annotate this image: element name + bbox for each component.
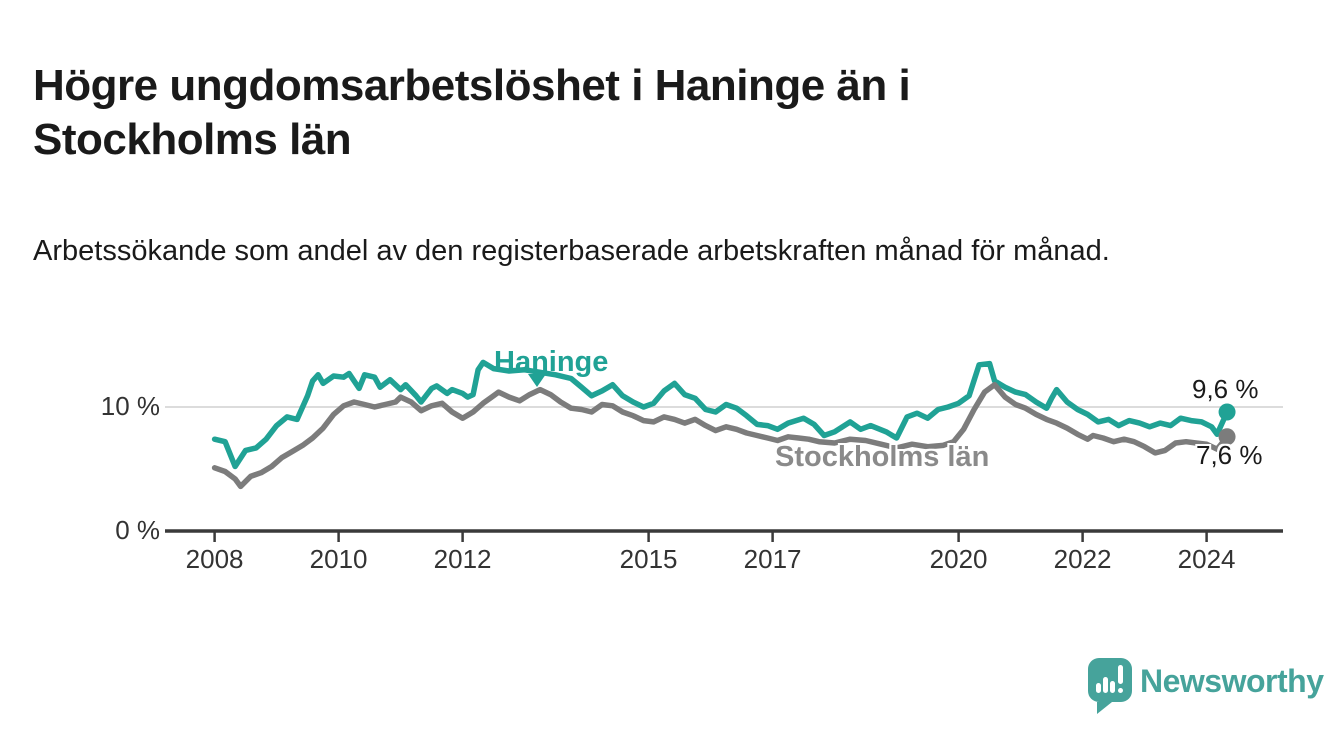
latest-value-haninge: 9,6 % (1192, 374, 1259, 404)
x-tick-label: 2017 (743, 544, 802, 574)
series-line-stockholm (211, 381, 1230, 490)
chart-subtitle: Arbetssökande som andel av den registerb… (33, 235, 1110, 267)
logo-bar-icon (1096, 683, 1101, 693)
x-tick-label: 2024 (1177, 544, 1236, 574)
series-line-haninge (211, 359, 1230, 470)
logo-exclamation-dot-icon (1118, 688, 1123, 693)
page-title: Högre ungdomsarbetslöshet i Haninge än i… (33, 61, 911, 165)
latest-point-stockholm (1218, 428, 1236, 446)
logo-bar-icon (1103, 677, 1108, 693)
haninge-pointer-arrow-icon (528, 374, 546, 387)
series-label-haninge: Haninge (494, 346, 609, 378)
newsworthy-bubble-icon (1088, 658, 1132, 702)
newsworthy-logo: Newsworthy (1088, 656, 1338, 716)
x-tick-label: 2015 (619, 544, 678, 574)
series-label-stockholm: Stockholms län (775, 441, 990, 473)
logo-exclamation-icon (1118, 665, 1123, 684)
latest-value-stockholm: 7,6 % (1196, 440, 1263, 470)
x-tick-label: 2008 (185, 544, 244, 574)
newsworthy-wordmark: Newsworthy (1140, 663, 1324, 699)
y-tick-label: 0 % (115, 515, 160, 545)
latest-point-haninge (1218, 403, 1236, 421)
x-tick-label: 2012 (433, 544, 492, 574)
x-tick-label: 2010 (309, 544, 368, 574)
x-tick-label: 2020 (929, 544, 988, 574)
x-tick-label: 2022 (1053, 544, 1112, 574)
logo-bar-icon (1110, 681, 1115, 693)
newsworthy-bubble-tail (1097, 702, 1112, 714)
y-tick-label: 10 % (100, 391, 160, 421)
